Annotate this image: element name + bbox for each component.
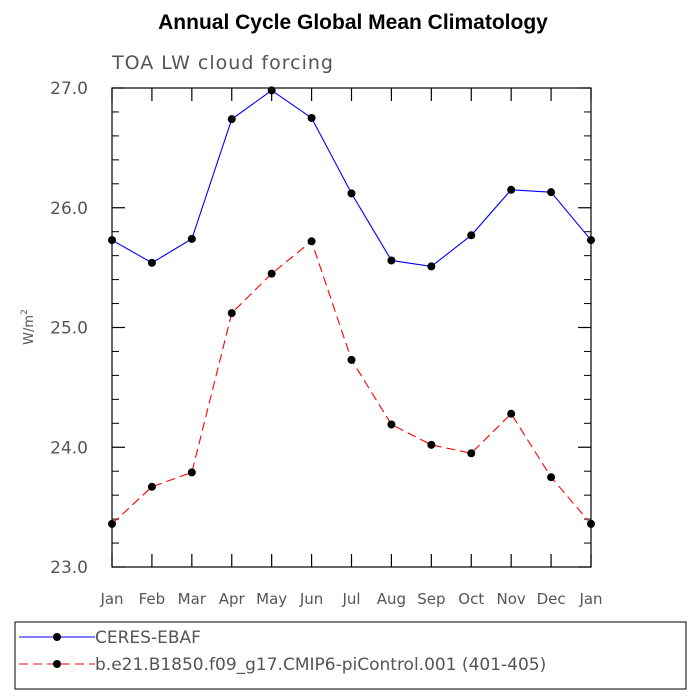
series-2-point <box>187 468 196 477</box>
y-tick-labels: 23.0 24.0 25.0 26.0 27.0 <box>50 79 88 578</box>
series-2-point <box>147 482 156 491</box>
series-1-point <box>467 231 476 240</box>
series-line-1 <box>111 89 592 268</box>
series-2-point <box>227 309 236 318</box>
x-tick-label: Nov <box>497 590 526 608</box>
series-1-point <box>387 256 396 265</box>
series-1-point <box>227 115 236 124</box>
x-tick-label: Oct <box>458 590 484 608</box>
y-axis-label-base: W/m <box>22 315 37 345</box>
x-tick-label: Sep <box>417 590 445 608</box>
series-line-2 <box>111 240 592 525</box>
x-tick-label: May <box>256 590 287 608</box>
chart-title: Annual Cycle Global Mean Climatology <box>158 11 548 34</box>
series-1-point <box>307 113 316 122</box>
series-2-point <box>587 519 595 528</box>
x-tick-label: Feb <box>139 590 166 608</box>
legend-label-1: CERES-EBAF <box>95 628 201 648</box>
y-tick-label: 27.0 <box>50 79 88 99</box>
chart-subtitle: TOA LW cloud forcing <box>111 52 334 74</box>
series-1-point <box>108 236 116 245</box>
series-1-point <box>427 262 436 271</box>
legend-marker-2 <box>53 660 61 668</box>
series-1-point <box>267 86 276 95</box>
x-tick-labels: Jan Feb Mar Apr May Jun Jul Aug Sep Oct Nov Dec Jan <box>99 590 602 608</box>
series-2-point <box>507 409 516 418</box>
series-2-point <box>467 449 476 458</box>
x-tick-label: Jun <box>299 590 323 608</box>
x-tick-label: Apr <box>219 590 246 608</box>
series-2-point <box>387 420 396 429</box>
y-tick-label: 25.0 <box>50 319 88 339</box>
series-1-point <box>507 185 516 194</box>
y-tick-label: 23.0 <box>50 558 88 578</box>
series-2-point <box>307 237 316 246</box>
axis-ticks <box>111 87 592 568</box>
legend-box <box>14 621 687 690</box>
y-axis-label: W/m2 <box>20 309 37 345</box>
y-axis-label-superscript: 2 <box>20 309 30 315</box>
svg-text:W/m2: W/m2 <box>20 309 37 345</box>
series-2-point <box>427 440 436 449</box>
x-tick-label: Aug <box>377 590 406 608</box>
x-tick-label: Jan <box>578 590 602 608</box>
series-layer <box>108 86 595 528</box>
plot-frame <box>111 87 592 568</box>
series-1-point <box>587 236 595 245</box>
series-2-point <box>267 269 276 278</box>
y-tick-label: 24.0 <box>50 438 88 458</box>
x-tick-label: Dec <box>537 590 566 608</box>
series-1-point <box>187 234 196 243</box>
series-2-point <box>108 519 116 528</box>
legend-label-2: b.e21.B1850.f09_g17.CMIP6-piControl.001 … <box>95 655 546 675</box>
x-tick-label: Mar <box>178 590 207 608</box>
x-tick-label: Jan <box>99 590 123 608</box>
series-1-point <box>347 189 356 198</box>
legend-marker-1 <box>53 633 61 641</box>
series-2-point <box>347 355 356 364</box>
x-tick-label: Jul <box>341 590 360 608</box>
series-2-point <box>547 473 556 482</box>
y-tick-label: 26.0 <box>50 199 88 219</box>
legend: CERES-EBAF b.e21.B1850.f09_g17.CMIP6-piCo… <box>19 628 546 675</box>
series-1-point <box>547 188 556 197</box>
series-1-point <box>147 258 156 267</box>
